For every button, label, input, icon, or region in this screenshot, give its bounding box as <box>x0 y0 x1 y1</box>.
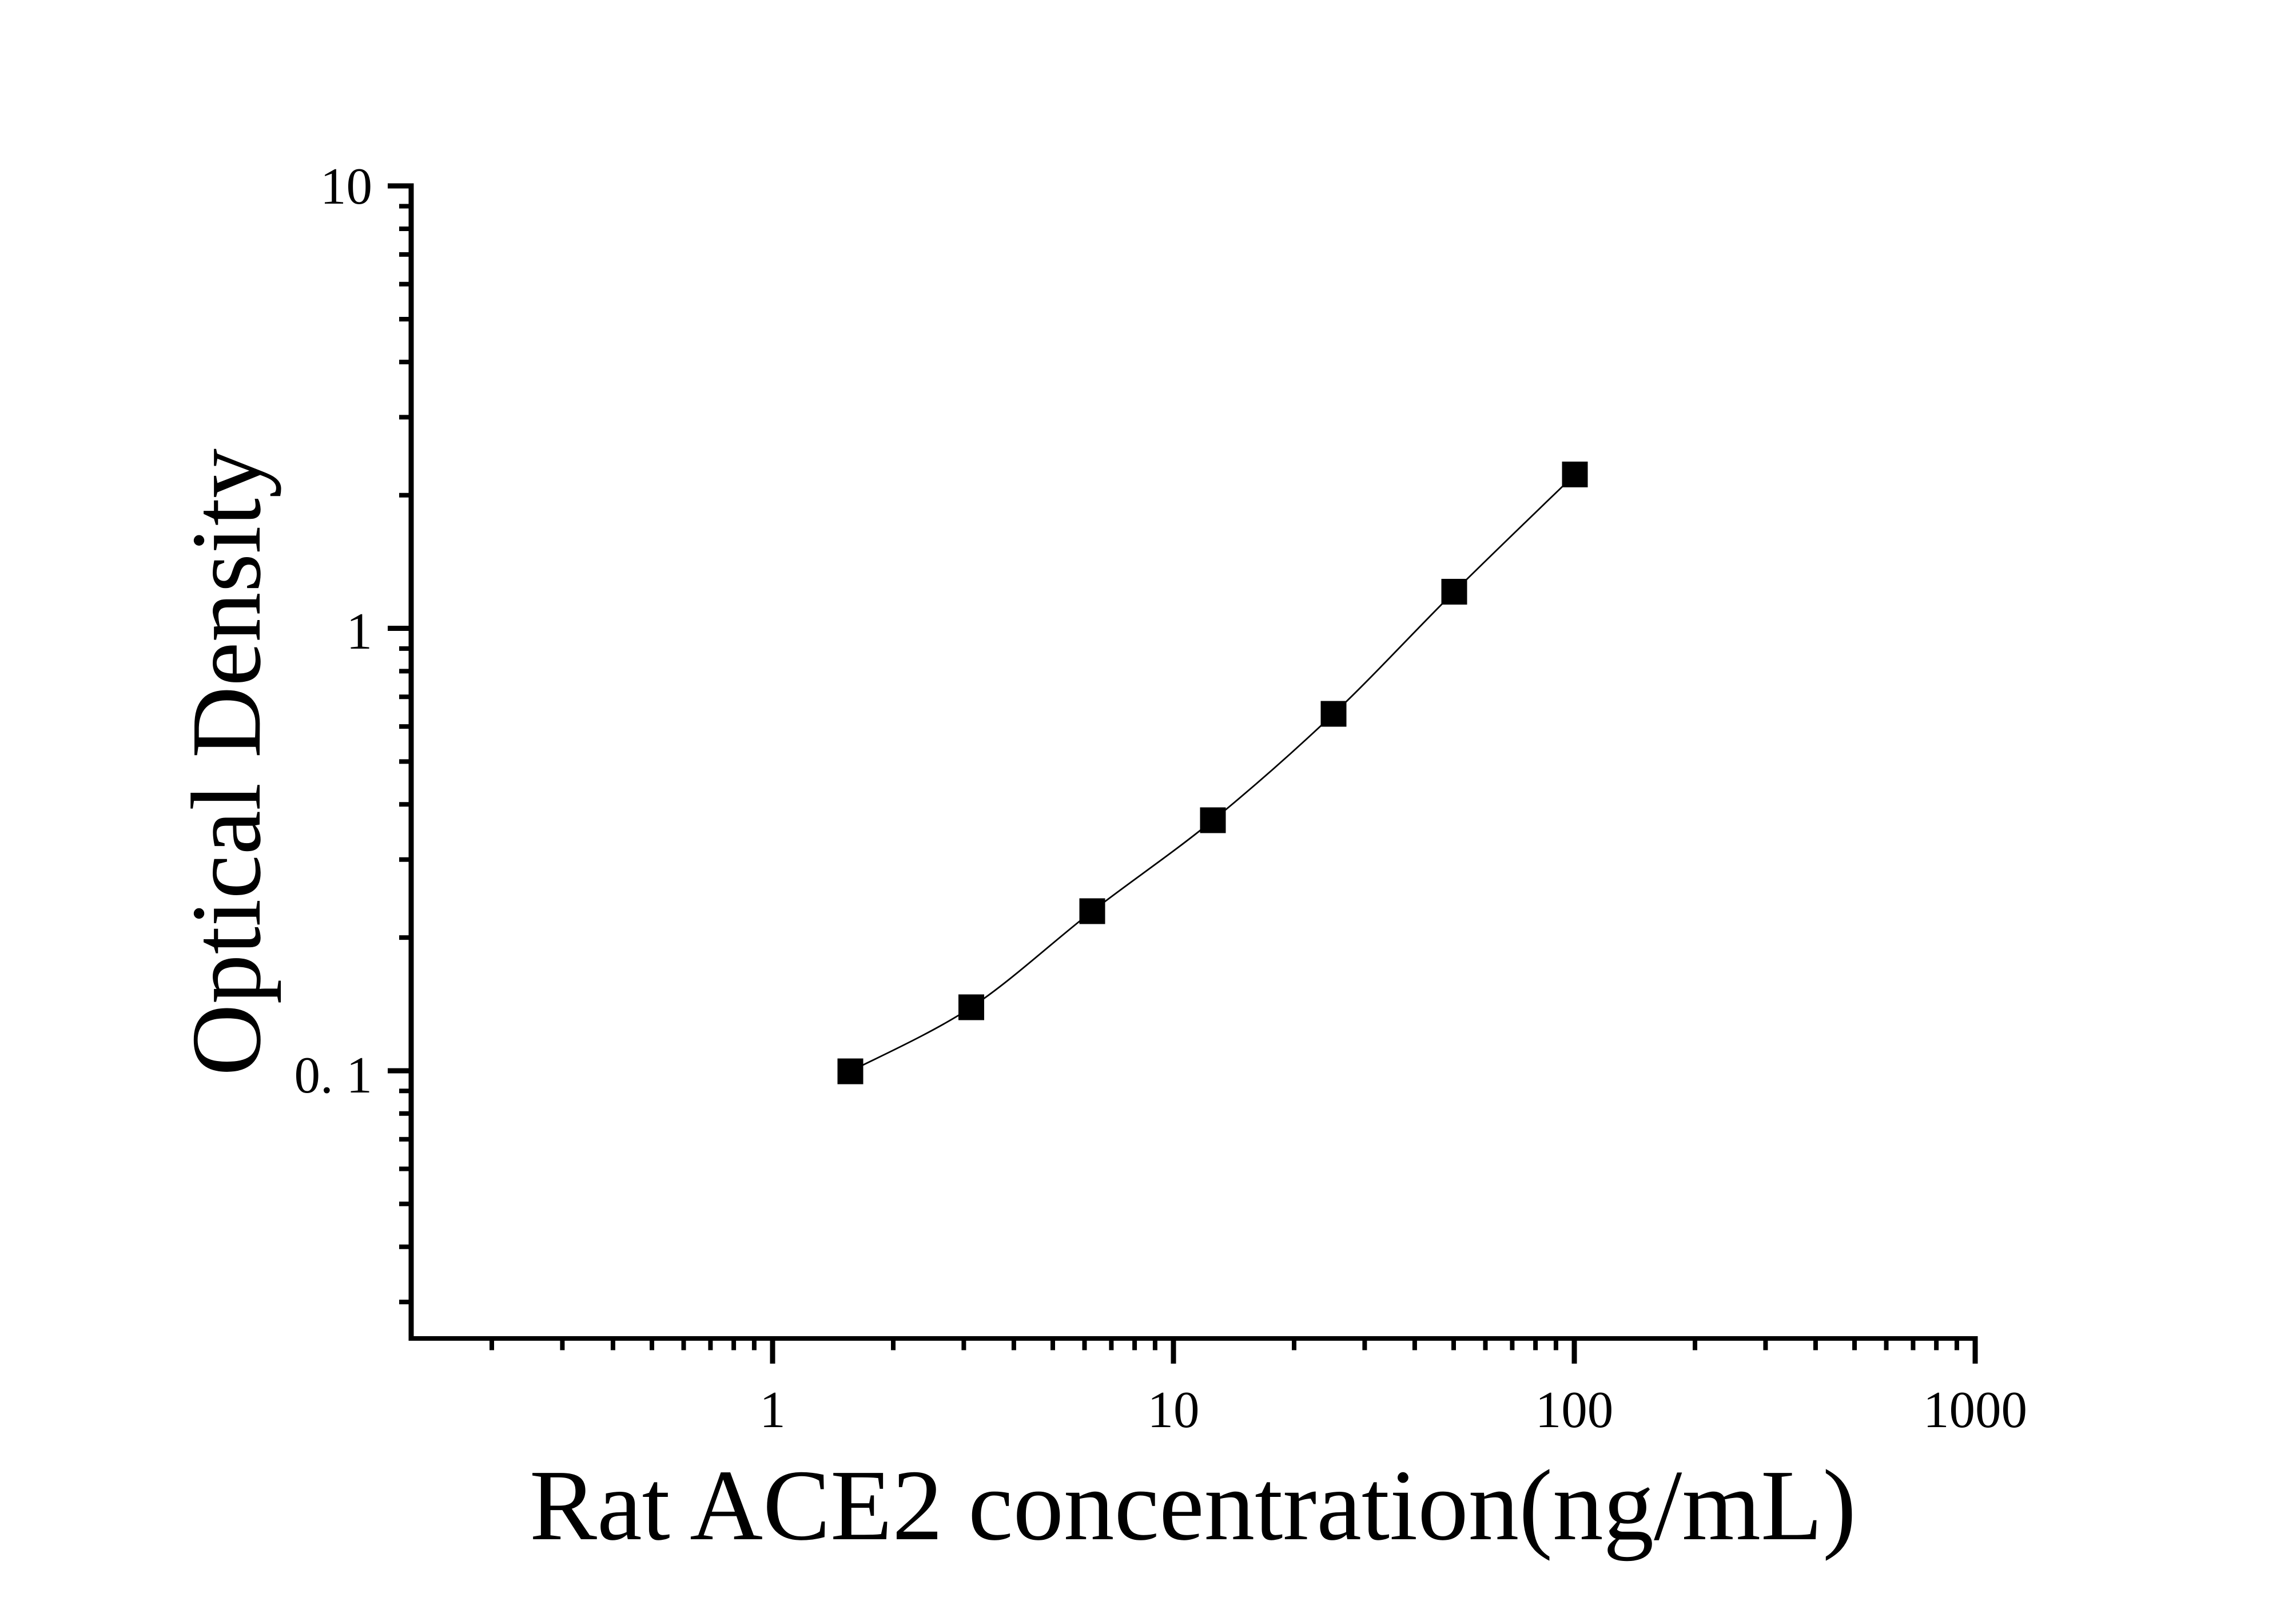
svg-text:0. 1: 0. 1 <box>295 1046 373 1104</box>
svg-text:1: 1 <box>347 602 373 660</box>
svg-text:100: 100 <box>1535 1381 1614 1439</box>
svg-text:Rat ACE2 concentration(ng/mL): Rat ACE2 concentration(ng/mL) <box>530 1449 1856 1562</box>
svg-text:10: 10 <box>320 157 372 215</box>
svg-text:1: 1 <box>759 1381 786 1439</box>
svg-text:10: 10 <box>1148 1381 1200 1439</box>
svg-text:1000: 1000 <box>1923 1381 2027 1439</box>
svg-text:Optical Density: Optical Density <box>171 448 281 1076</box>
